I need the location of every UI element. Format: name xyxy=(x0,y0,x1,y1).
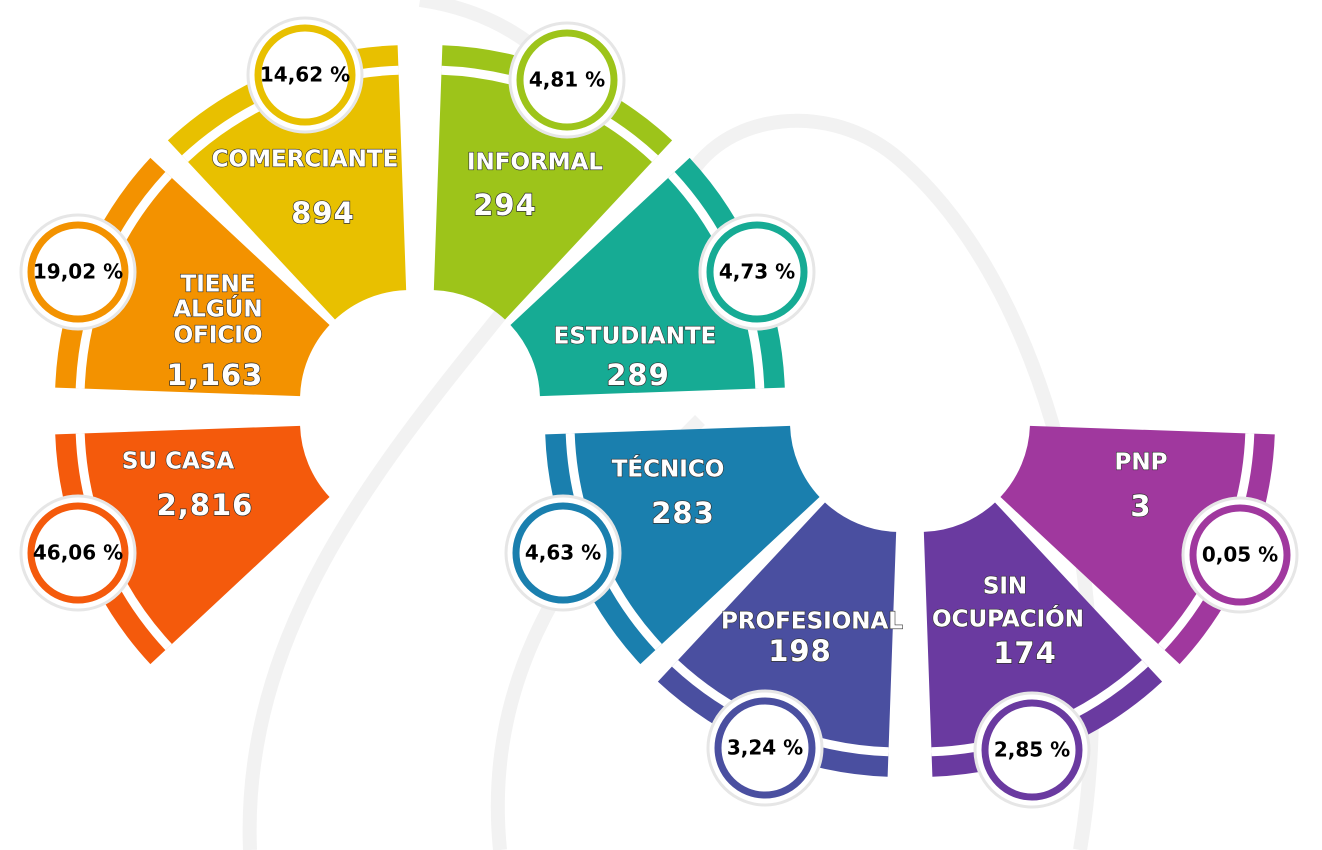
segment xyxy=(545,425,820,665)
percent-ring xyxy=(1189,504,1291,606)
percent-ring xyxy=(512,502,614,604)
percent-label: 4,81 % xyxy=(529,68,605,92)
segment xyxy=(510,157,785,397)
segment-count: 294 xyxy=(473,188,537,222)
segment xyxy=(923,502,1163,777)
percent-ring xyxy=(516,29,618,131)
segment-label: INFORMAL xyxy=(467,150,603,176)
segment-label: COMERCIANTE xyxy=(212,147,399,173)
segment-count: 174 xyxy=(993,636,1057,670)
percent-label: 19,02 % xyxy=(33,260,123,284)
segment-label: OCUPACIÓN xyxy=(932,605,1084,633)
wedges xyxy=(55,45,1275,777)
percent-label: 46,06 % xyxy=(33,541,123,565)
percent-ring xyxy=(27,502,129,604)
segment-label: PROFESIONAL xyxy=(721,609,903,635)
segment-count: 894 xyxy=(291,196,355,230)
segment xyxy=(55,157,330,397)
percent-label: 0,05 % xyxy=(1202,543,1278,567)
percent-label: 4,63 % xyxy=(525,541,601,565)
percent-ring xyxy=(981,699,1083,801)
percent-ring xyxy=(714,697,816,799)
segment-count: 2,816 xyxy=(157,488,254,522)
percent-label: 3,24 % xyxy=(727,736,803,760)
segment xyxy=(55,425,330,665)
segment-label: ALGÚN xyxy=(173,295,262,323)
percent-label: 4,73 % xyxy=(719,260,795,284)
segment-label: SIN xyxy=(983,574,1027,600)
percent-ring xyxy=(706,221,808,323)
segment-count: 1,163 xyxy=(167,358,264,392)
segment-count: 3 xyxy=(1130,489,1151,523)
segment-label: OFICIO xyxy=(174,323,263,349)
segment-label: PNP xyxy=(1115,450,1168,476)
segment xyxy=(1000,425,1275,665)
segment-label: TIENE xyxy=(181,272,256,298)
percent-label: 2,85 % xyxy=(994,738,1070,762)
segment-label: ESTUDIANTE xyxy=(554,324,717,350)
segment-count: 198 xyxy=(768,634,832,668)
segment-count: 283 xyxy=(651,496,715,530)
percent-ring xyxy=(27,221,129,323)
segment-count: 289 xyxy=(606,358,670,392)
segment-label: TÉCNICO xyxy=(612,455,725,483)
segment-label: SU CASA xyxy=(122,449,234,475)
segment xyxy=(657,502,897,777)
percent-ring xyxy=(254,24,356,126)
percent-label: 14,62 % xyxy=(260,63,350,87)
